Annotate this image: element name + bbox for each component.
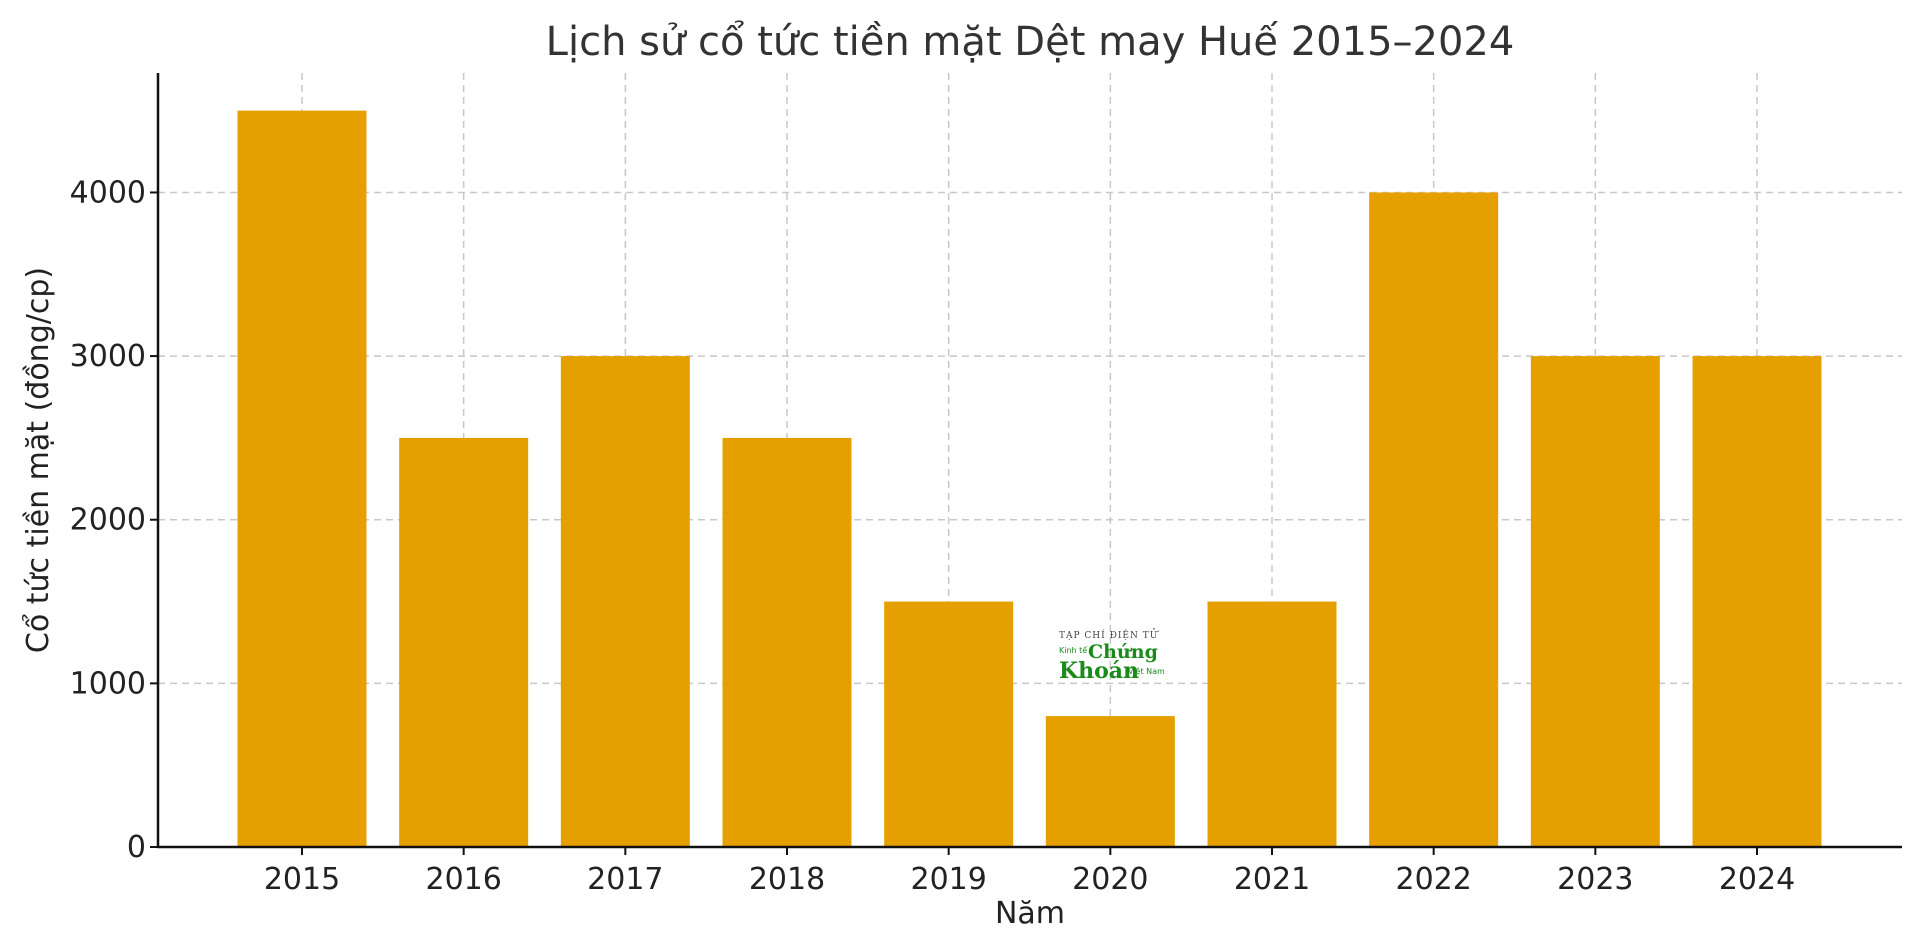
chart-title: Lịch sử cổ tức tiền mặt Dệt may Huế 2015… <box>546 19 1515 65</box>
y-tick-label: 4000 <box>70 175 146 210</box>
y-tick-label: 1000 <box>70 666 146 701</box>
watermark-logo: TẠP CHÍ ĐIỆN TỬ Kinh tế Chứng Khoán Việt… <box>1059 628 1165 684</box>
x-tick-label-2021: 2021 <box>1234 862 1310 897</box>
watermark-line3b: Việt Nam <box>1128 666 1165 676</box>
x-tick-label-2022: 2022 <box>1395 862 1471 897</box>
x-axis-label: Năm <box>995 896 1065 931</box>
watermark-line1: TẠP CHÍ ĐIỆN TỬ <box>1059 628 1159 641</box>
y-axis-label: Cổ tức tiền mặt (đồng/cp) <box>20 267 56 653</box>
x-tick-label-2024: 2024 <box>1719 862 1795 897</box>
bar-2017 <box>560 356 690 847</box>
watermark-line2a: Kinh tế <box>1059 645 1087 655</box>
watermark-line2b: Chứng <box>1088 641 1158 663</box>
x-tick-label-2016: 2016 <box>425 862 501 897</box>
bar-2022 <box>1369 192 1499 848</box>
x-tick-label-2015: 2015 <box>264 862 340 897</box>
y-tick-label: 0 <box>127 830 146 865</box>
bar-2023 <box>1530 356 1660 847</box>
x-tick-label-2017: 2017 <box>587 862 663 897</box>
x-axis: 2015 2016 2017 2018 2019 2020 2021 2022 2023 2024 <box>264 847 1795 897</box>
watermark-line3a: Khoán <box>1059 658 1139 684</box>
bar-2018 <box>722 437 852 847</box>
x-tick-label-2020: 2020 <box>1072 862 1148 897</box>
bar-2020 <box>1045 716 1175 847</box>
y-tick-label: 2000 <box>70 503 146 538</box>
bar-2016 <box>399 437 529 847</box>
y-axis: 0 1000 2000 3000 4000 <box>70 175 158 865</box>
bars <box>237 110 1822 848</box>
x-tick-label-2019: 2019 <box>910 862 986 897</box>
x-tick-label-2023: 2023 <box>1557 862 1633 897</box>
bar-2015 <box>237 110 367 848</box>
x-tick-label-2018: 2018 <box>749 862 825 897</box>
y-tick-label: 3000 <box>70 339 146 374</box>
bar-2019 <box>884 601 1014 847</box>
bar-2024 <box>1692 356 1822 847</box>
bar-2021 <box>1207 601 1337 847</box>
